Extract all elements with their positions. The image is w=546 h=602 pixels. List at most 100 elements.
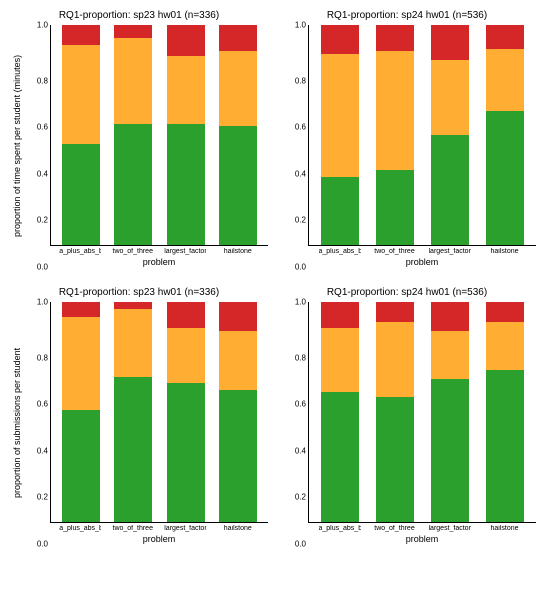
x-tick-label: hailstone (484, 248, 526, 255)
x-tick-label: a_plus_abs_b (319, 525, 361, 532)
bar-segment-orange (114, 38, 152, 124)
bar-segment-green (486, 111, 524, 245)
panel-title: RQ1-proportion: sp24 hw01 (n=536) (278, 10, 536, 21)
y-tick-label: 0.0 (282, 539, 306, 548)
bar-segment-orange (167, 328, 205, 383)
bar-segment-orange (114, 309, 152, 377)
bar (219, 302, 257, 522)
y-tick-label: 0.0 (24, 539, 48, 548)
panel-title: RQ1-proportion: sp24 hw01 (n=536) (278, 287, 536, 298)
y-ticks: 1.00.80.60.40.20.0 (282, 302, 306, 544)
plot-area (50, 302, 268, 523)
bar-segment-red (376, 302, 414, 322)
y-tick-label: 0.2 (282, 216, 306, 225)
bar (376, 25, 414, 245)
bar-segment-red (321, 302, 359, 328)
bar-segment-green (321, 392, 359, 522)
bar-segment-green (376, 397, 414, 522)
bar-segment-green (62, 144, 100, 245)
y-tick-label: 0.6 (282, 123, 306, 132)
bar-segment-red (431, 25, 469, 60)
plot-area (308, 302, 536, 523)
bar (431, 302, 469, 522)
x-tick-label: two_of_three (374, 525, 416, 532)
x-tick-label: hailstone (217, 525, 259, 532)
y-tick-label: 0.2 (24, 493, 48, 502)
plot-area (308, 25, 536, 246)
bar-segment-green (321, 177, 359, 245)
x-tick-label: two_of_three (374, 248, 416, 255)
bar-segment-orange (167, 56, 205, 124)
bar (431, 25, 469, 245)
bar-segment-orange (219, 331, 257, 390)
bar-segment-orange (431, 60, 469, 135)
bar (62, 302, 100, 522)
y-tick-label: 0.6 (24, 123, 48, 132)
x-tick-label: hailstone (217, 248, 259, 255)
bar-segment-red (62, 25, 100, 45)
bar-segment-orange (486, 322, 524, 370)
bar-segment-orange (62, 45, 100, 144)
x-axis-label: problem (50, 534, 268, 544)
x-ticks: a_plus_abs_btwo_of_threelargest_factorha… (308, 246, 536, 255)
y-axis-label: proportion of time spent per student (mi… (10, 25, 24, 267)
y-tick-label: 0.6 (24, 400, 48, 409)
x-tick-label: largest_factor (164, 248, 206, 255)
bar-segment-red (376, 25, 414, 51)
bar (167, 25, 205, 245)
bar-segment-green (431, 379, 469, 522)
bar (321, 302, 359, 522)
y-ticks: 1.00.80.60.40.20.0 (24, 25, 48, 267)
y-tick-label: 0.4 (24, 169, 48, 178)
bar-segment-orange (486, 49, 524, 111)
x-tick-label: two_of_three (112, 248, 154, 255)
bar-segment-green (219, 126, 257, 245)
panel-3: RQ1-proportion: sp24 hw01 (n=536)1.00.80… (278, 287, 536, 544)
panel-title: RQ1-proportion: sp23 hw01 (n=336) (10, 10, 268, 21)
y-tick-label: 0.4 (282, 446, 306, 455)
bar-segment-red (114, 302, 152, 309)
bar-segment-orange (431, 331, 469, 379)
x-tick-label: hailstone (484, 525, 526, 532)
bar (167, 302, 205, 522)
x-tick-label: a_plus_abs_b (59, 248, 101, 255)
x-tick-label: a_plus_abs_b (319, 248, 361, 255)
x-tick-label: two_of_three (112, 525, 154, 532)
plot-area (50, 25, 268, 246)
bar-segment-orange (219, 51, 257, 126)
bar-segment-green (62, 410, 100, 522)
y-tick-label: 0.0 (24, 262, 48, 271)
bar (486, 302, 524, 522)
bar-segment-red (167, 302, 205, 328)
y-tick-label: 1.0 (282, 21, 306, 30)
y-tick-label: 1.0 (282, 298, 306, 307)
bar (219, 25, 257, 245)
y-tick-label: 0.4 (24, 446, 48, 455)
bar-segment-green (486, 370, 524, 522)
bar-segment-red (486, 25, 524, 49)
bar-segment-red (321, 25, 359, 54)
bar-segment-green (167, 383, 205, 522)
panel-title: RQ1-proportion: sp23 hw01 (n=336) (10, 287, 268, 298)
panel-1: RQ1-proportion: sp24 hw01 (n=536)1.00.80… (278, 10, 536, 267)
bar-segment-red (431, 302, 469, 331)
bar-segment-red (114, 25, 152, 38)
bar-segment-green (114, 124, 152, 245)
y-tick-label: 0.8 (282, 353, 306, 362)
chart-grid: RQ1-proportion: sp23 hw01 (n=336) proport… (10, 10, 536, 544)
bar-segment-orange (376, 51, 414, 170)
panel-2: RQ1-proportion: sp23 hw01 (n=336) proport… (10, 287, 268, 544)
y-tick-label: 0.8 (24, 76, 48, 85)
bar (114, 25, 152, 245)
bar-segment-red (219, 25, 257, 51)
y-tick-label: 1.0 (24, 298, 48, 307)
x-ticks: a_plus_abs_b two_of_three largest_factor ha… (308, 523, 536, 532)
y-tick-label: 0.8 (24, 353, 48, 362)
bar-segment-green (376, 170, 414, 245)
y-tick-label: 0.2 (24, 216, 48, 225)
y-axis-label: proportion of submissions per student (10, 302, 24, 544)
x-ticks: a_plus_abs_btwo_of_threelargest_factorha… (50, 523, 268, 532)
x-tick-label: largest_factor (429, 525, 471, 532)
x-tick-label: a_plus_abs_b (59, 525, 101, 532)
x-ticks: a_plus_abs_b two_of_three largest_factor ha… (50, 246, 268, 255)
